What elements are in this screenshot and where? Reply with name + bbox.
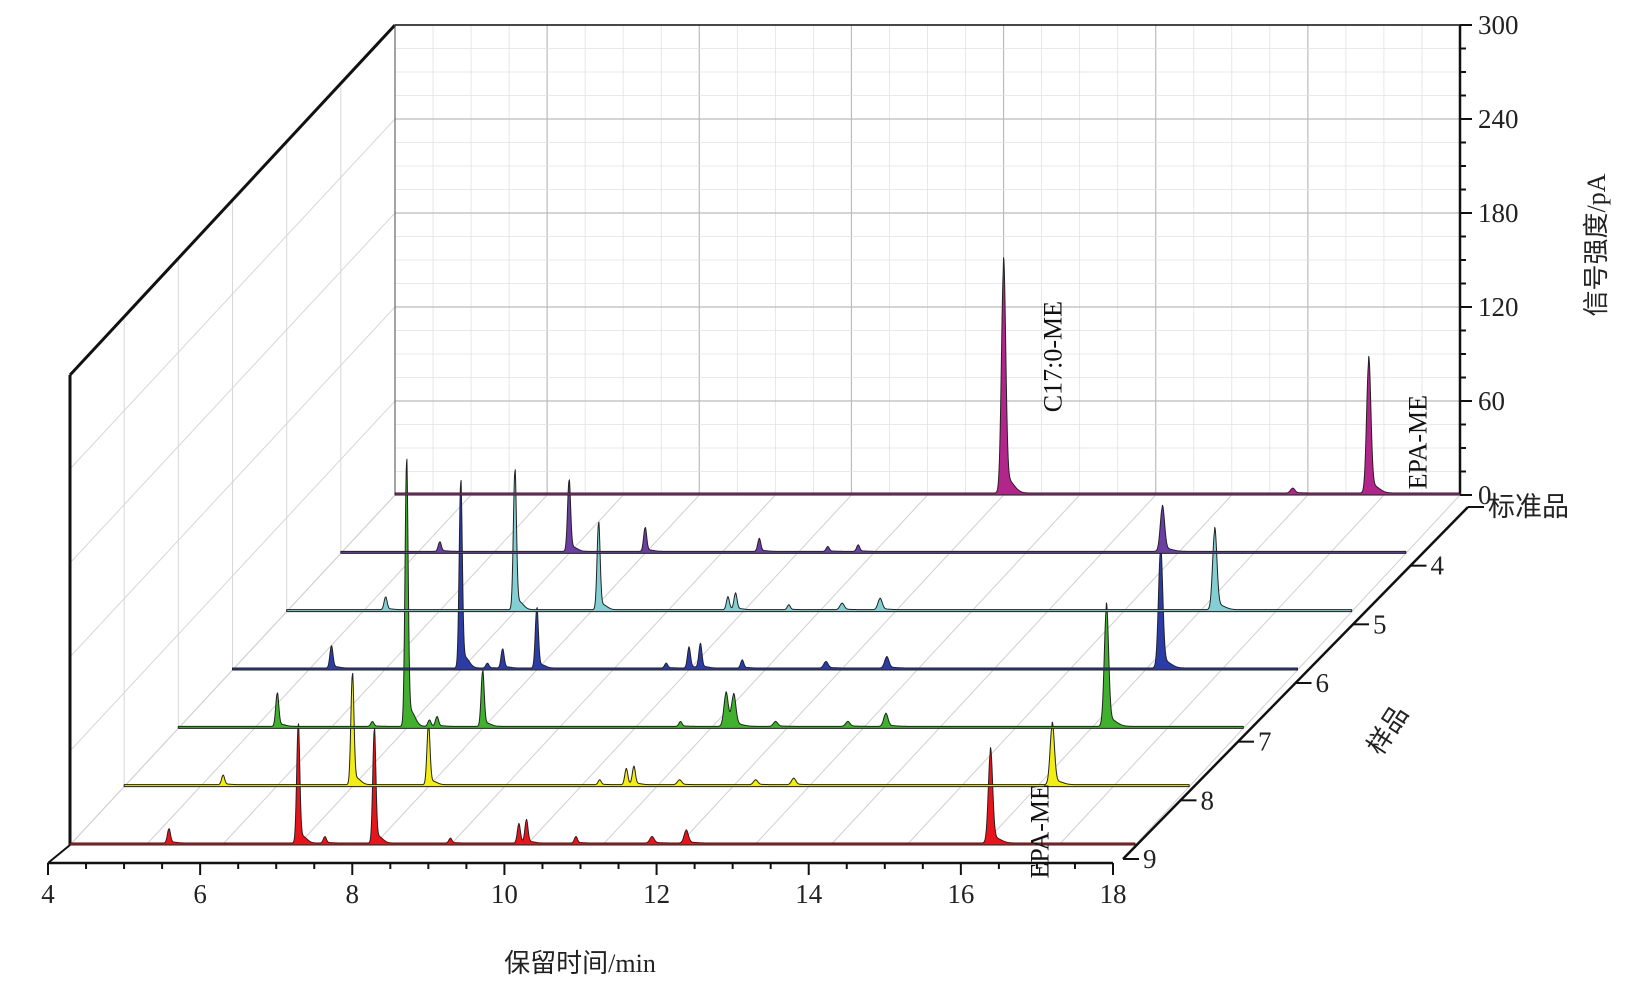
x-tick-label: 4 xyxy=(41,879,55,909)
sidewall-gridline xyxy=(69,400,396,752)
sidewall-gridline xyxy=(69,306,396,658)
z-tick-label: 4 xyxy=(1431,551,1445,581)
y-tick-label: 120 xyxy=(1478,292,1519,322)
chart-ticks: 0 60 120 180 240 300 4 6 8 10 12 14 16 18 9 8 7 6 5 4 标准品 xyxy=(41,10,1569,909)
sidewall-gridline xyxy=(69,118,396,470)
series-trace xyxy=(286,469,1353,613)
z-tick-label: 6 xyxy=(1316,668,1330,698)
z-tick-label: 标准品 xyxy=(1488,492,1569,522)
x-tick-label: 14 xyxy=(795,879,823,909)
series-trace xyxy=(232,479,1298,671)
y-tick-label: 0 xyxy=(1478,480,1492,510)
sidewall-gridline xyxy=(69,212,396,564)
series-trace xyxy=(69,723,1136,846)
frame-top-diagonal xyxy=(68,23,397,377)
series-9 xyxy=(69,723,1136,846)
x-tick-label: 12 xyxy=(643,879,670,909)
chart-series: C17:0-ME EPA-ME EPA-ME xyxy=(69,257,1461,879)
z-tick-label: 7 xyxy=(1258,727,1272,757)
frame-corner xyxy=(47,844,71,864)
z-axis-label: 样品 xyxy=(1362,701,1415,760)
series-trace xyxy=(340,479,1407,554)
y-tick-label: 60 xyxy=(1478,386,1505,416)
x-tick-label: 18 xyxy=(1100,879,1127,909)
series-4 xyxy=(340,479,1407,554)
series-7 xyxy=(177,458,1244,729)
z-tick-label: 5 xyxy=(1373,609,1387,639)
peak-annotation: EPA-ME xyxy=(1025,784,1054,878)
y-tick-label: 240 xyxy=(1478,104,1519,134)
x-tick-label: 8 xyxy=(346,879,360,909)
z-tick-label: 8 xyxy=(1201,785,1215,815)
series-标准品 xyxy=(394,257,1461,496)
series-8 xyxy=(123,672,1190,788)
z-tick-label: 9 xyxy=(1143,844,1157,874)
peak-annotation: C17:0-ME xyxy=(1039,301,1068,412)
series-trace xyxy=(177,458,1244,729)
y-tick-label: 300 xyxy=(1478,10,1519,40)
y-axis-label: 信号强度/pA xyxy=(1582,173,1611,316)
chart-frame xyxy=(47,23,1469,865)
x-tick-label: 6 xyxy=(193,879,207,909)
series-6 xyxy=(232,479,1298,671)
x-axis-label: 保留时间/min xyxy=(504,949,656,978)
series-5 xyxy=(286,469,1353,613)
series-trace xyxy=(394,257,1461,496)
peak-annotation: EPA-ME xyxy=(1404,395,1433,489)
x-tick-label: 10 xyxy=(491,879,518,909)
series-trace xyxy=(123,672,1190,788)
y-tick-label: 180 xyxy=(1478,198,1519,228)
x-tick-label: 16 xyxy=(947,879,974,909)
